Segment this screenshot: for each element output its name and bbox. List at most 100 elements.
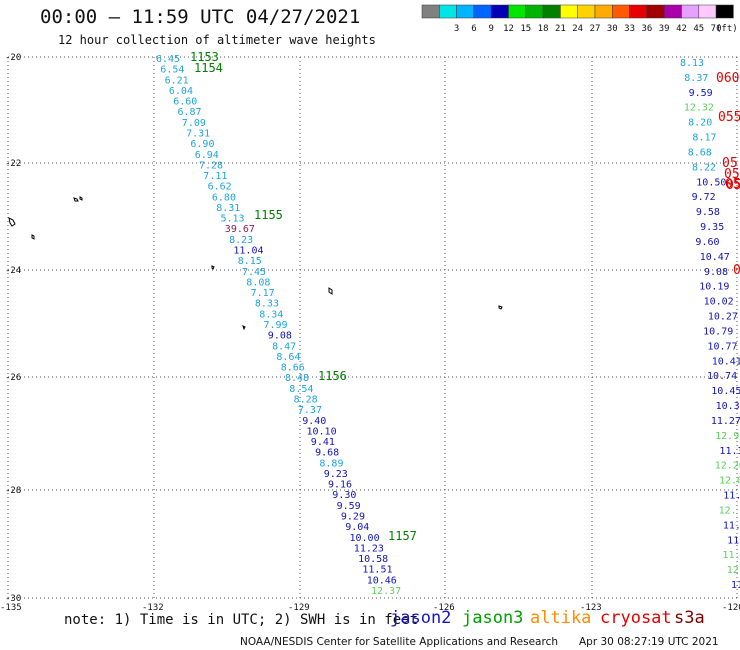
swh-value-label: 9.41 — [311, 437, 335, 448]
island-shape — [211, 265, 215, 270]
legend-label: 18 — [538, 24, 549, 34]
legend-swatch — [525, 4, 544, 19]
island-shape — [79, 196, 83, 201]
swh-value-label: 6.21 — [165, 75, 189, 86]
lon-tick-label: -123 — [580, 603, 602, 613]
legend-swatch — [594, 4, 613, 19]
swh-value-label: 8.08 — [246, 277, 270, 288]
grid — [7, 56, 740, 600]
swh-value-label: 10.74 — [707, 371, 737, 382]
swh-value-label: 12. — [727, 565, 740, 576]
swh-value-label: 10.77 — [707, 341, 737, 352]
swh-value-label: 8.89 — [319, 458, 343, 469]
swh-value-label: 9.29 — [341, 512, 365, 523]
swh-value-label: 9.59 — [337, 501, 361, 512]
swh-value-label: 8.34 — [259, 309, 283, 320]
swh-value-label: 7.28 — [199, 160, 223, 171]
swh-value-label: 6.90 — [190, 139, 214, 150]
legend-swatch — [577, 4, 596, 19]
swh-value-label: 6.80 — [212, 192, 236, 203]
swh-value-label: 12.37 — [371, 586, 401, 597]
time-label: 1156 — [318, 369, 347, 383]
legend-label: 42 — [676, 24, 687, 34]
swh-value-label: 8.13 — [680, 58, 704, 69]
swh-value-label: 6.54 — [160, 65, 184, 76]
time-label: 05 — [725, 177, 740, 192]
swh-value-label: 5.13 — [221, 214, 245, 225]
swh-value-label: 10.41 — [712, 356, 740, 367]
swh-value-label: 8.22 — [692, 162, 716, 173]
legend-swatch — [612, 4, 630, 19]
swh-value-label: 11. — [723, 520, 740, 531]
swh-value-label: 9.60 — [695, 237, 719, 248]
swh-value-label: 11.27 — [711, 416, 740, 427]
swh-value-label: 8.33 — [255, 299, 279, 310]
swh-value-label: 9.30 — [332, 490, 356, 501]
swh-value-label: 9.16 — [328, 480, 352, 491]
island-shape — [8, 217, 16, 227]
swh-value-label: 7.37 — [298, 405, 322, 416]
swh-value-label: 6.62 — [208, 182, 232, 193]
swh-value-label: 9.04 — [345, 522, 369, 533]
time-label: 05 — [726, 178, 740, 193]
legend-label: 30 — [607, 24, 618, 34]
swh-value-label: 9.72 — [692, 192, 716, 203]
legend-swatch — [629, 4, 648, 19]
swh-value-label: 12. — [719, 505, 737, 516]
swh-value-label: 10.38 — [716, 401, 740, 412]
swh-value-label: 8.64 — [276, 352, 300, 363]
time-label: 0 — [733, 263, 740, 278]
swh-value-label: 11.8 — [723, 491, 740, 502]
lat-tick-label: -28 — [5, 486, 21, 496]
lon-tick-label: -120 — [722, 603, 740, 613]
time-label: 1157 — [388, 529, 417, 543]
swh-value-label: 12.07 — [719, 476, 740, 487]
swh-value-label: 11. — [727, 535, 740, 546]
legend-swatch — [456, 4, 475, 19]
swh-value-label: 8.31 — [216, 203, 240, 214]
lon-tick-label: -132 — [142, 603, 164, 613]
time-label: 1154 — [194, 61, 223, 75]
swh-value-label: 10.02 — [704, 297, 734, 308]
swh-value-label: 10.45 — [711, 386, 740, 397]
footer-note: note: 1) Time is in UTC; 2) SWH is in fe… — [64, 612, 419, 628]
swh-value-label: 8.48 — [285, 373, 309, 384]
map-subtitle: 12 hour collection of altimeter wave hei… — [58, 33, 376, 47]
footer-credit: NOAA/NESDIS Center for Satellite Applica… — [240, 636, 558, 648]
lat-tick-label: -20 — [5, 53, 21, 63]
swh-value-label: 7.45 — [242, 267, 266, 278]
legend-swatch — [421, 4, 440, 19]
track-main: 6.456.546.216.046.606.877.097.316.906.94… — [156, 50, 417, 597]
swh-value-label: 8.28 — [294, 394, 318, 405]
lon-tick-label: -129 — [288, 603, 310, 613]
legend-label: 9 — [488, 24, 493, 34]
lon-tick-label: -126 — [433, 603, 455, 613]
swh-value-label: 8.15 — [238, 256, 262, 267]
swh-value-label: 9.58 — [696, 207, 720, 218]
swh-value-label: 12.92 — [715, 431, 740, 442]
swh-value-label: 11.51 — [362, 565, 392, 576]
swh-value-label: 11.23 — [354, 543, 384, 554]
swh-value-label: 12.20 — [715, 461, 740, 472]
legend-swatch — [490, 4, 509, 19]
swh-value-label: 10.50 — [696, 177, 726, 188]
lat-tick-label: -22 — [5, 159, 21, 169]
satellite-label-altika: altika — [530, 608, 592, 628]
swh-value-label: 9.40 — [302, 416, 326, 427]
swh-value-label: 11.31 — [719, 446, 740, 457]
swh-value-label: 10.58 — [358, 554, 388, 565]
legend-label: 24 — [572, 24, 583, 34]
lat-tick-label: -24 — [5, 266, 21, 276]
time-label: 055 — [718, 110, 740, 125]
legend-swatch — [663, 4, 682, 19]
swh-value-label: 10.27 — [708, 312, 738, 323]
islands — [8, 196, 503, 331]
swh-value-label: 8.23 — [229, 235, 253, 246]
legend-label: 6 — [471, 24, 476, 34]
swh-value-label: 9.68 — [315, 448, 339, 459]
lon-tick-label: -135 — [0, 603, 22, 613]
swh-value-label: 8.37 — [684, 73, 708, 84]
legend-label: 70 — [711, 24, 722, 34]
